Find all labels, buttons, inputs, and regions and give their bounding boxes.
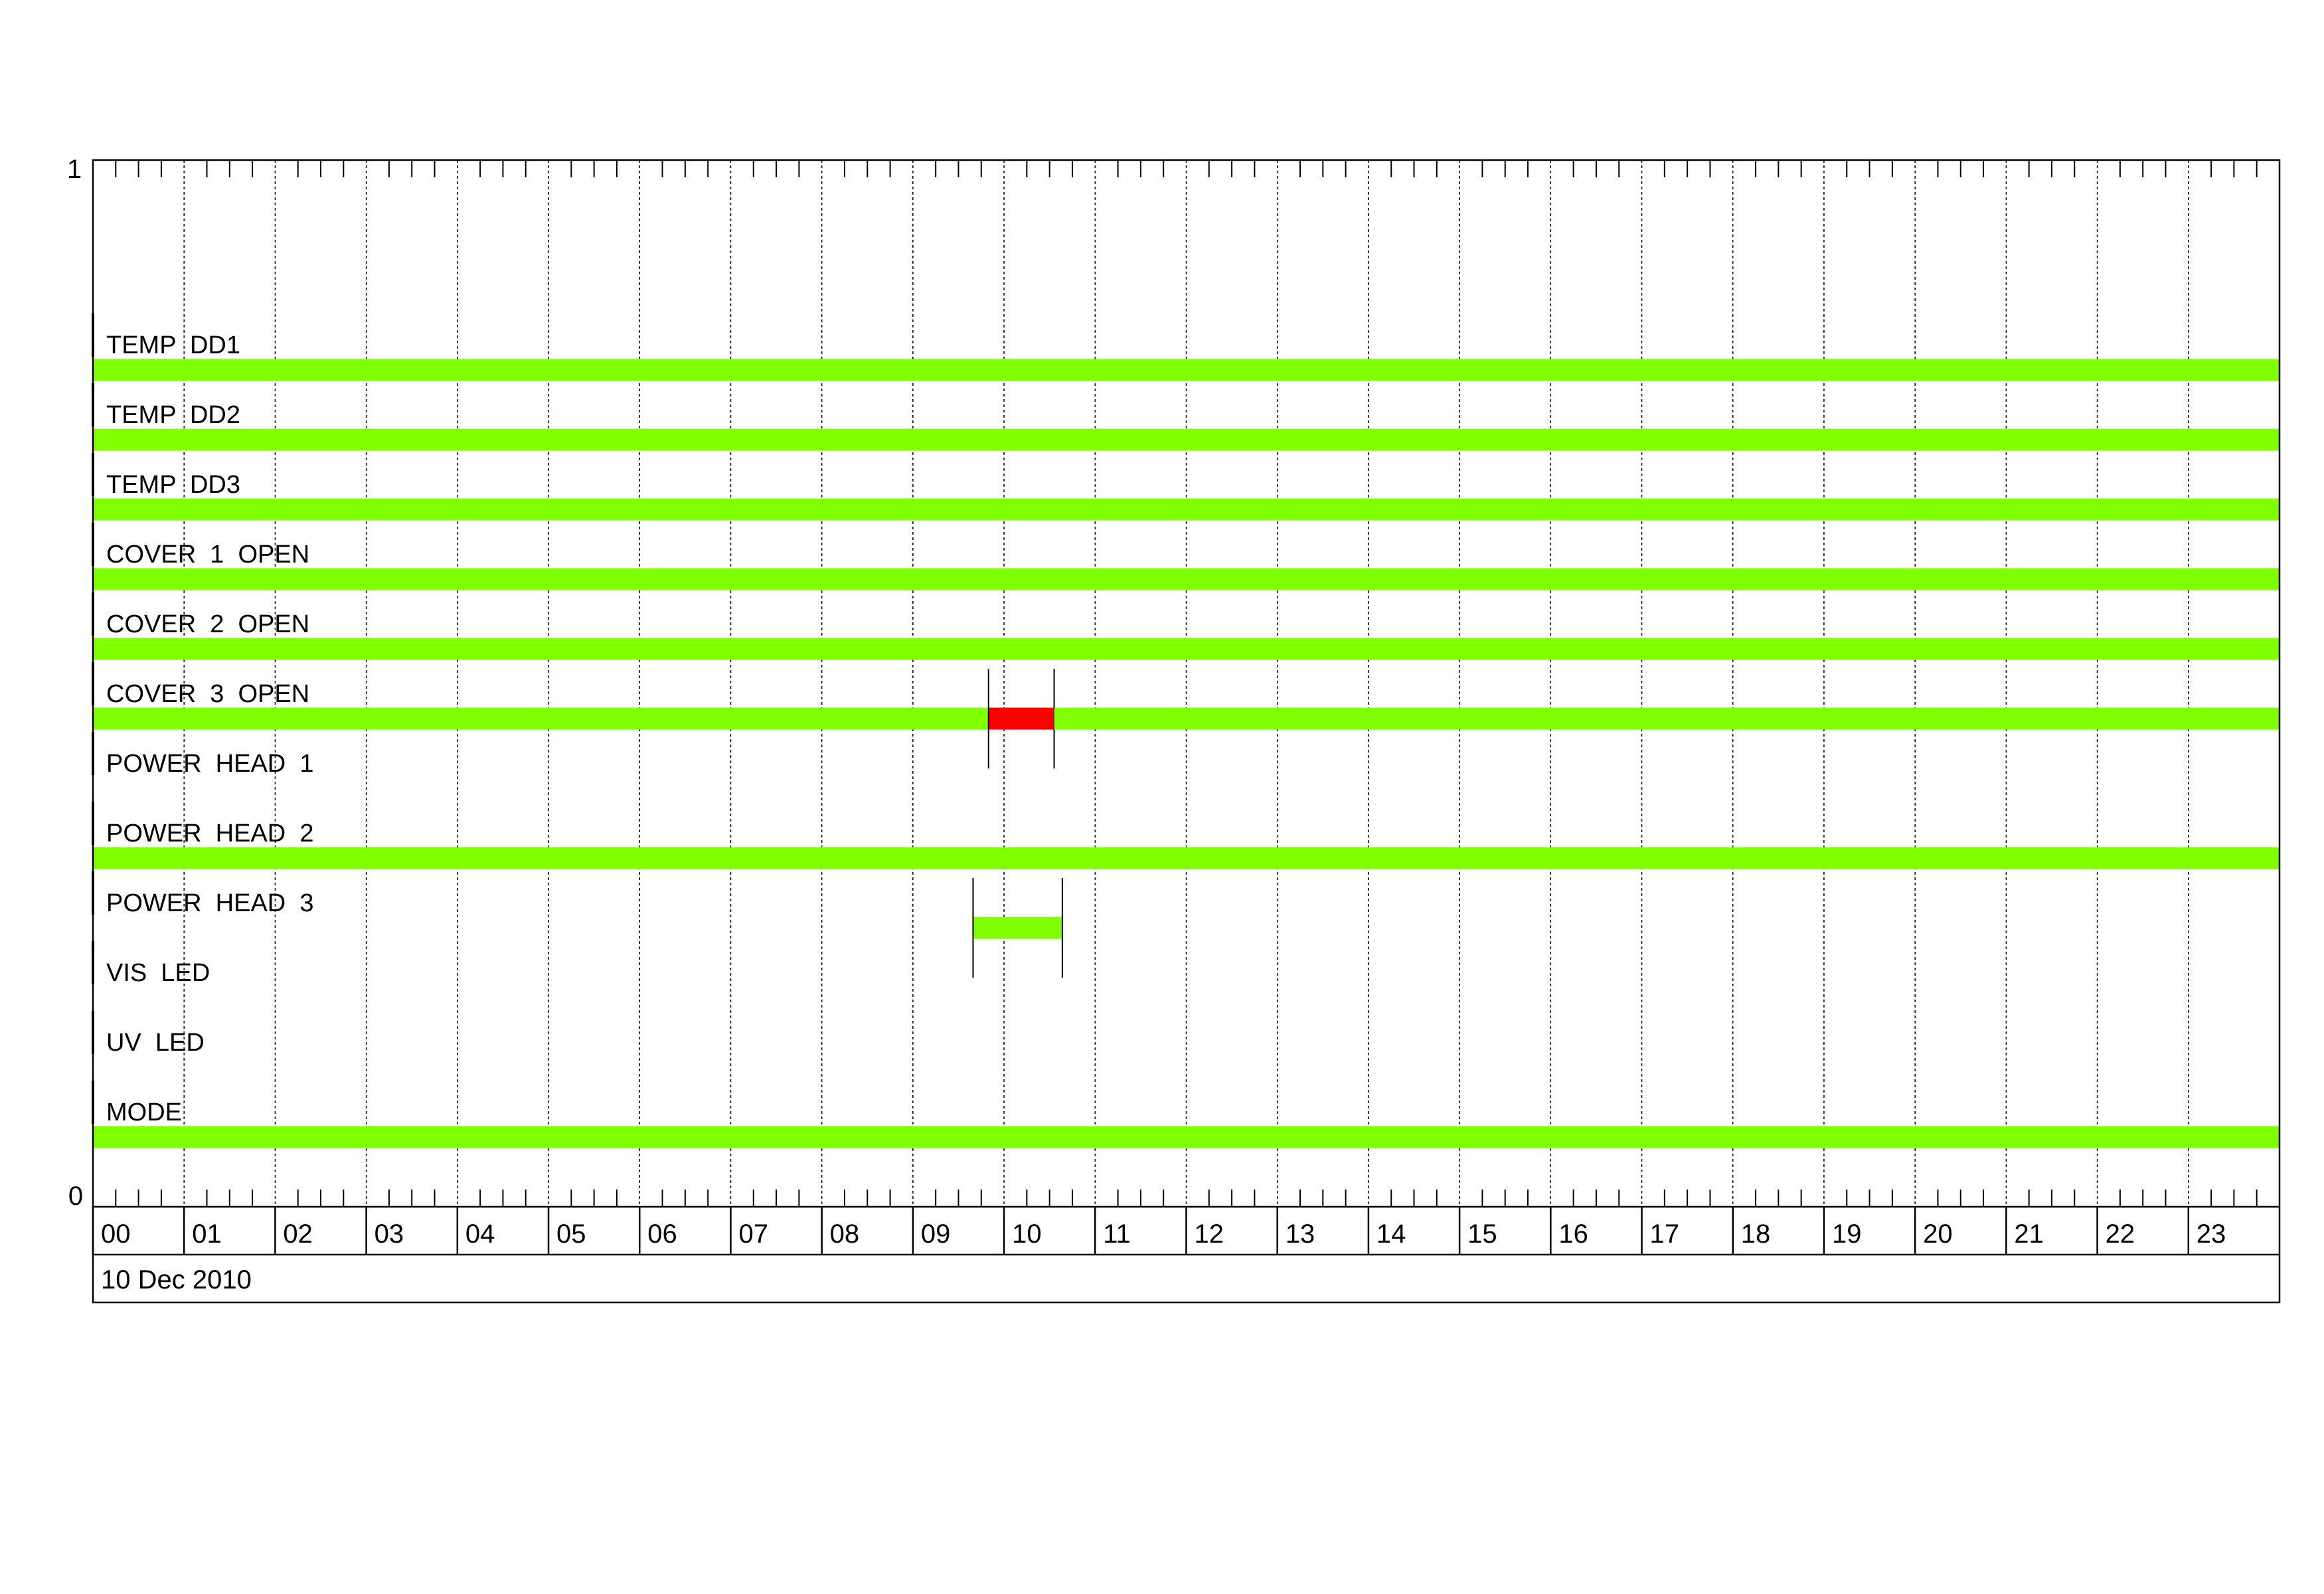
hour-tick-label: 07 (738, 1219, 768, 1249)
row-label: TEMP DD2 (106, 401, 240, 429)
row-label: COVER 3 OPEN (106, 680, 309, 708)
row-label: COVER 1 OPEN (106, 541, 309, 569)
row-labels: TEMP DD1 TEMP DD2 TEMP DD3 COVER 1 OPEN COVE… (92, 313, 314, 1126)
hour-tick-label: 16 (1558, 1219, 1588, 1249)
hour-tick-label: 11 (1103, 1219, 1131, 1249)
hour-tick-label: 22 (2106, 1219, 2135, 1249)
hour-tick-label: 12 (1195, 1219, 1224, 1249)
hour-tick-label: 01 (192, 1219, 222, 1249)
row-label: UV LED (106, 1029, 205, 1057)
y-axis-bottom-label: 0 (68, 1182, 83, 1211)
hour-tick-label: 02 (283, 1219, 313, 1249)
y-axis-top-label: 1 (67, 155, 82, 184)
hour-tick-label: 09 (921, 1219, 951, 1249)
segment-bar-ok (93, 568, 2280, 590)
hour-tick-label: 21 (2014, 1219, 2044, 1249)
hour-tick-label: 04 (465, 1219, 495, 1249)
hour-tick-label: 18 (1741, 1219, 1771, 1249)
hour-tick-label: 05 (556, 1219, 586, 1249)
hour-tick-label: 15 (1467, 1219, 1497, 1249)
hour-tick-label: 13 (1286, 1219, 1315, 1249)
hour-tick-label: 19 (1832, 1219, 1862, 1249)
hour-tick-label: 00 (101, 1219, 131, 1249)
segment-bar-ok (93, 847, 2280, 869)
row-label: POWER HEAD 3 (106, 889, 314, 917)
bars (93, 359, 2280, 1148)
row-label: POWER HEAD 2 (106, 820, 314, 847)
grid (183, 160, 2189, 1207)
hour-tick-label: 06 (647, 1219, 677, 1249)
date-label: 10 Dec 2010 (101, 1265, 252, 1294)
segment-bar-ok (973, 917, 1062, 939)
segment-bar-ok (93, 1126, 2280, 1148)
segment-bar-ok (93, 498, 2280, 521)
hour-tick-label: 10 (1012, 1219, 1042, 1249)
segment-bar-ok (1054, 707, 2280, 730)
segment-bar-alarm (988, 707, 1054, 730)
segment-bar-ok (93, 638, 2280, 660)
row-label: MODE (106, 1099, 182, 1126)
row-label: TEMP DD3 (106, 471, 240, 499)
hour-tick-label: 17 (1650, 1219, 1680, 1249)
segment-bar-ok (93, 707, 989, 730)
plot-frame (92, 159, 2281, 1304)
row-label: COVER 2 OPEN (106, 610, 309, 638)
hour-tick-label: 14 (1376, 1219, 1406, 1249)
segment-bar-ok (93, 428, 2280, 451)
hour-tick-label: 08 (830, 1219, 860, 1249)
row-label: TEMP DD1 (106, 331, 240, 359)
hour-tick-label: 03 (374, 1219, 404, 1249)
time-axis: 00 01 02 03 04 05 06 07 08 09 10 11 12 13 14 15 16 17 18 19… (92, 159, 2281, 1304)
hour-tick-label: 20 (1923, 1219, 1953, 1249)
row-label: VIS LED (106, 959, 210, 987)
row-label: POWER HEAD 1 (106, 750, 314, 778)
segment-bar-ok (93, 359, 2280, 381)
hour-tick-label: 23 (2197, 1219, 2226, 1249)
